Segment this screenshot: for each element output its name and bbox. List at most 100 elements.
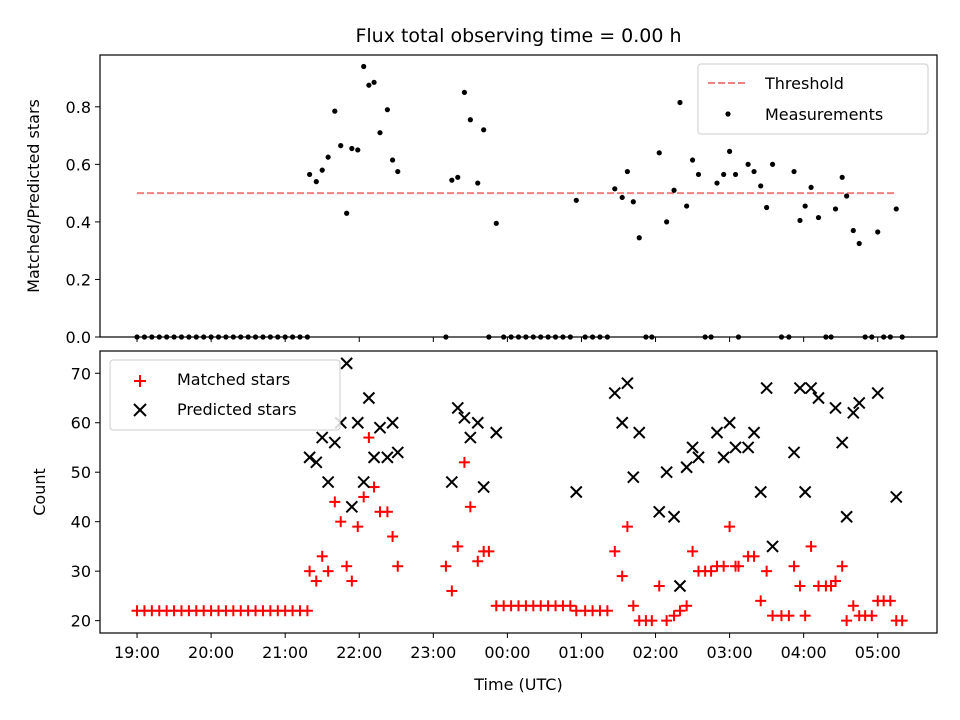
matched-star-point bbox=[358, 491, 370, 503]
matched-star-point bbox=[788, 560, 800, 572]
measurement-point bbox=[714, 180, 720, 186]
measurement-point bbox=[325, 154, 331, 160]
matched-star-point bbox=[483, 545, 495, 557]
predicted-star-point bbox=[373, 421, 387, 434]
predicted-star-point bbox=[766, 540, 779, 553]
predicted-star-point bbox=[458, 411, 471, 424]
measurement-point bbox=[808, 184, 814, 190]
bottom-x-tick-label: 20:00 bbox=[188, 643, 234, 662]
predicted-star-point bbox=[840, 510, 853, 523]
matched-star-point bbox=[335, 516, 347, 528]
predicted-star-point bbox=[621, 376, 634, 390]
bottom-x-tick-label: 00:00 bbox=[484, 643, 530, 662]
matched-star-point bbox=[329, 496, 341, 508]
bottom-x-axis: 19:00 20:00 21:00 22:00 23:00 00:00 01:00 02:00… bbox=[114, 633, 901, 662]
predicted-star-point bbox=[729, 441, 742, 454]
matched-star-point bbox=[841, 615, 853, 627]
predicted-star-point bbox=[490, 426, 503, 439]
matched-star-point bbox=[724, 521, 736, 533]
predicted-star-point bbox=[340, 357, 353, 370]
matched-star-point bbox=[799, 610, 811, 622]
top-y-tick-label: 0.0 bbox=[66, 328, 91, 347]
matched-star-point bbox=[363, 432, 375, 444]
predicted-star-point bbox=[804, 381, 818, 395]
predicted-star-point bbox=[793, 381, 807, 395]
measurement-point bbox=[481, 127, 487, 133]
predicted-star-point bbox=[692, 451, 705, 464]
measurement-point bbox=[332, 108, 338, 114]
measurement-point bbox=[850, 227, 856, 234]
measurement-point bbox=[893, 206, 899, 212]
predicted-star-point bbox=[747, 426, 761, 439]
matched-star-point bbox=[705, 565, 717, 577]
top-y-axis-label: Matched/Predicted stars bbox=[24, 99, 43, 293]
predicted-star-point bbox=[451, 401, 464, 415]
matched-star-point bbox=[884, 595, 896, 607]
measurement-point bbox=[389, 157, 396, 163]
legend-predicted-swatch bbox=[133, 403, 147, 417]
predicted-star-point bbox=[710, 426, 724, 439]
matched-star-point bbox=[381, 506, 393, 518]
measurement-point bbox=[769, 161, 776, 167]
predicted-star-point bbox=[741, 441, 755, 454]
measurement-point bbox=[815, 214, 822, 221]
bottom-y-tick-label: 40 bbox=[71, 513, 91, 532]
measurement-point bbox=[832, 206, 839, 212]
matched-star-point bbox=[609, 545, 621, 557]
matched-star-point bbox=[301, 605, 313, 617]
measurement-point bbox=[493, 220, 499, 226]
measurement-point bbox=[384, 107, 390, 113]
measurement-point bbox=[461, 89, 468, 96]
measurement-point bbox=[355, 147, 361, 153]
matched-star-point bbox=[866, 610, 878, 622]
measurement-point bbox=[449, 177, 455, 183]
predicted-star-point bbox=[310, 456, 323, 469]
measurement-point bbox=[732, 171, 739, 178]
measurement-point bbox=[395, 168, 401, 175]
top-x-axis bbox=[136, 337, 879, 342]
predicted-star-point bbox=[686, 441, 699, 454]
predicted-star-point bbox=[717, 451, 730, 464]
matched-star-point bbox=[601, 605, 613, 617]
matched-star-point bbox=[755, 595, 767, 607]
measurement-point bbox=[467, 117, 473, 123]
measurement-point bbox=[619, 194, 625, 201]
predicted-star-point bbox=[357, 475, 370, 489]
predicted-star-point bbox=[391, 446, 404, 459]
predicted-star-point bbox=[471, 416, 484, 429]
top-panel: Flux total observing time = 0.00 h 0.0 0.… bbox=[24, 25, 938, 347]
predicted-star-point bbox=[723, 416, 736, 429]
measurement-point bbox=[745, 161, 751, 167]
matched-star-point bbox=[440, 560, 452, 572]
matched-star-point bbox=[761, 565, 773, 577]
predicted-star-point bbox=[477, 480, 490, 494]
matched-star-point bbox=[794, 580, 806, 592]
bottom-x-tick-label: 05:00 bbox=[855, 643, 901, 662]
measurement-point bbox=[624, 168, 630, 175]
measurement-point bbox=[612, 186, 618, 192]
measurement-point bbox=[366, 82, 372, 88]
measurement-point bbox=[573, 197, 579, 203]
chart-title: Flux total observing time = 0.00 h bbox=[355, 25, 681, 47]
bottom-panel: 20 30 40 50 60 70 19:00 20:00 21:00 22:00 23:00 00… bbox=[30, 350, 938, 694]
predicted-star-point bbox=[381, 451, 394, 464]
predicted-star-point bbox=[787, 446, 801, 459]
predicted-star-point bbox=[633, 426, 646, 439]
bottom-y-tick-label: 70 bbox=[71, 364, 91, 383]
predicted-star-point bbox=[812, 391, 825, 405]
predicted-star-point bbox=[760, 381, 773, 395]
measurement-point bbox=[361, 63, 367, 70]
matched-star-point bbox=[748, 550, 760, 562]
bottom-legend: Matched stars Predicted stars bbox=[109, 359, 341, 431]
bottom-y-tick-label: 50 bbox=[71, 463, 91, 482]
predicted-star-point bbox=[328, 436, 342, 449]
legend-measurements-swatch bbox=[725, 111, 731, 117]
bottom-y-axis-label: Count bbox=[30, 468, 49, 516]
bottom-legend-box bbox=[109, 359, 341, 431]
matched-star-point bbox=[368, 481, 380, 493]
bottom-x-axis-label: Time (UTC) bbox=[473, 675, 562, 694]
top-y-tick-label: 0.8 bbox=[66, 98, 91, 117]
top-y-tick-label: 0.2 bbox=[66, 270, 91, 289]
measurement-point bbox=[695, 171, 702, 178]
matched-star-point bbox=[352, 521, 364, 533]
